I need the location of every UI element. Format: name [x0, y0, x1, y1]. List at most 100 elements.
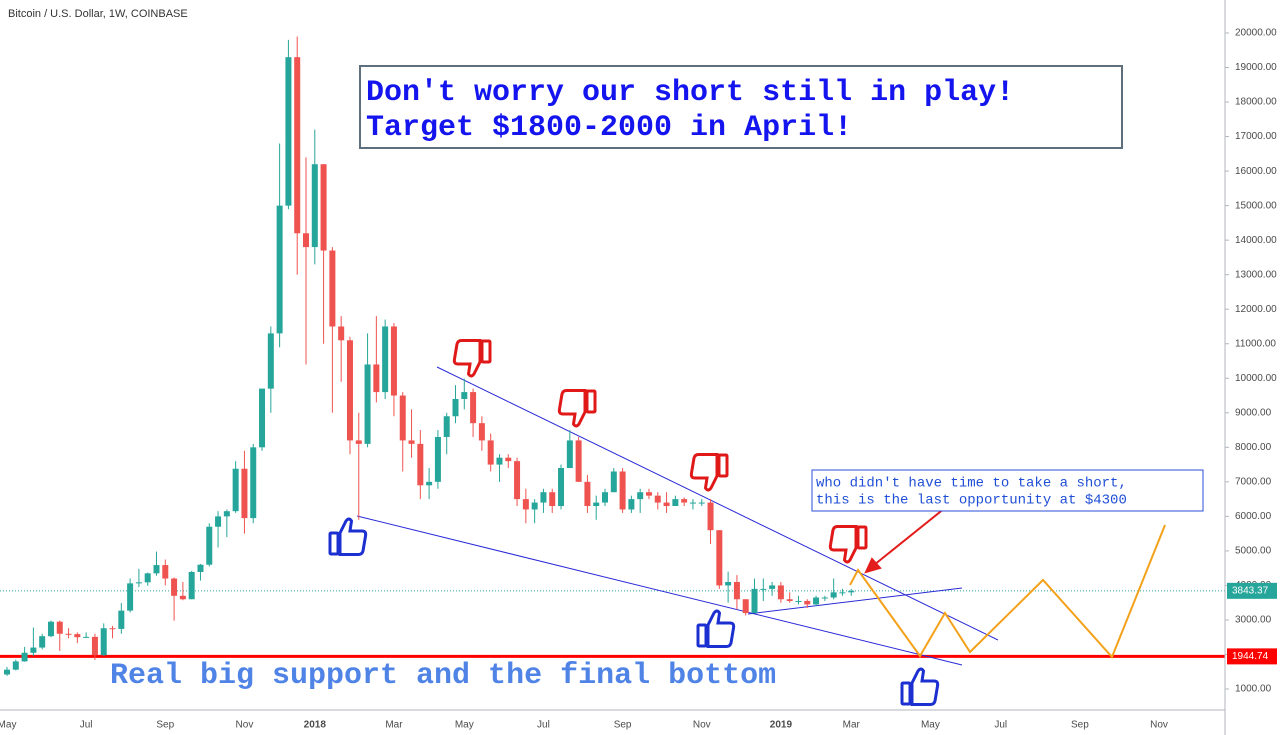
candle-body	[127, 583, 134, 611]
candle-body	[470, 392, 477, 424]
y-tick-label: 5000.00	[1235, 546, 1272, 557]
note-box	[811, 469, 1204, 512]
candle-body	[250, 447, 257, 519]
y-tick-label: 3000.00	[1235, 615, 1272, 626]
candle-body	[593, 502, 600, 507]
candle-body	[733, 581, 740, 600]
x-tick-label: Sep	[156, 720, 174, 731]
candle-body	[716, 530, 723, 586]
y-tick-label: 1000.00	[1235, 684, 1272, 695]
x-tick-label: Mar	[385, 720, 403, 731]
x-tick-label: Nov	[1150, 720, 1168, 731]
arrow-head	[864, 557, 882, 574]
projection-path	[849, 524, 1166, 659]
candle-body	[584, 481, 591, 507]
note-text: who didn't have time to take a short,	[816, 476, 1127, 492]
candle-body	[373, 364, 380, 393]
candle-body	[259, 388, 266, 448]
candle-body	[531, 502, 538, 510]
candle-body	[434, 436, 441, 482]
x-tick-label: May	[921, 720, 940, 731]
candle-body	[619, 471, 626, 510]
candle-body	[223, 511, 230, 517]
candle-body	[786, 599, 793, 601]
arrow	[864, 507, 946, 574]
y-tick-label: 18000.00	[1235, 97, 1277, 108]
candle-body	[56, 621, 63, 634]
candle-body	[804, 600, 811, 605]
x-tick-label: 2019	[770, 720, 793, 731]
candle-body	[399, 395, 406, 441]
candle-body	[645, 492, 652, 496]
candle-body	[426, 481, 433, 486]
price-label: 1944.74	[1232, 651, 1269, 662]
note-text: this is the last opportunity at $4300	[816, 493, 1127, 509]
candle-body	[830, 592, 837, 598]
candle-body	[689, 502, 696, 504]
y-tick-label: 9000.00	[1235, 407, 1272, 418]
candle-body	[74, 634, 81, 638]
candle-body	[179, 595, 186, 600]
price-label: 3843.37	[1232, 585, 1269, 596]
candle-body	[777, 585, 784, 600]
x-tick-label: May	[0, 720, 16, 731]
candle-body	[329, 250, 336, 327]
candle-body	[65, 633, 72, 635]
candle-body	[813, 597, 820, 605]
y-tick-label: 8000.00	[1235, 442, 1272, 453]
candle-body	[707, 502, 714, 531]
candle-body	[83, 636, 90, 638]
candle-body	[355, 440, 362, 444]
candle-body	[663, 502, 670, 507]
candle-body	[144, 573, 151, 583]
candle-body	[602, 492, 609, 503]
y-tick-label: 13000.00	[1235, 269, 1277, 280]
candle-body	[91, 636, 98, 656]
candle-body	[382, 326, 389, 393]
candle-body	[725, 581, 732, 586]
y-tick-label: 11000.00	[1235, 338, 1276, 349]
candle-body	[294, 57, 301, 234]
x-tick-label: Nov	[236, 720, 254, 731]
candle-body	[311, 164, 318, 248]
candle-body	[135, 582, 142, 584]
candle-body	[118, 610, 125, 629]
candle-body	[522, 499, 529, 510]
trendline	[356, 515, 963, 666]
candle-body	[566, 440, 573, 469]
x-tick-label: Jul	[994, 720, 1007, 731]
candle-body	[558, 468, 565, 507]
candle-body	[390, 326, 397, 396]
y-tick-label: 12000.00	[1235, 304, 1277, 315]
candle-body	[171, 578, 178, 596]
x-tick-label: May	[455, 720, 474, 731]
candle-body	[769, 585, 776, 589]
y-tick-label: 7000.00	[1235, 476, 1272, 487]
candle-body	[100, 628, 107, 656]
candle-body	[3, 669, 10, 675]
candle-body	[848, 590, 855, 593]
candle-body	[443, 416, 450, 437]
candle-body	[197, 564, 204, 572]
candle-body	[276, 205, 283, 334]
candle-body	[487, 440, 494, 465]
candle-body	[821, 597, 828, 599]
price-label-box	[1227, 648, 1277, 665]
y-tick-label: 6000.00	[1235, 511, 1272, 522]
y-tick-label: 10000.00	[1235, 373, 1277, 384]
candle-body	[285, 57, 292, 206]
candle-body	[751, 588, 758, 614]
y-tick-label: 19000.00	[1235, 62, 1277, 73]
candle-body	[839, 592, 846, 594]
candle-body	[21, 652, 28, 662]
candle-body	[241, 468, 248, 519]
candle-body	[637, 492, 644, 500]
candle-body	[478, 423, 485, 441]
headline-text: Target $1800-2000 in April!	[366, 111, 852, 145]
candle-body	[496, 457, 503, 465]
candle-body	[338, 326, 345, 341]
y-tick-label: 15000.00	[1235, 200, 1277, 211]
x-tick-label: 2018	[304, 720, 327, 731]
candle-body	[206, 526, 213, 565]
